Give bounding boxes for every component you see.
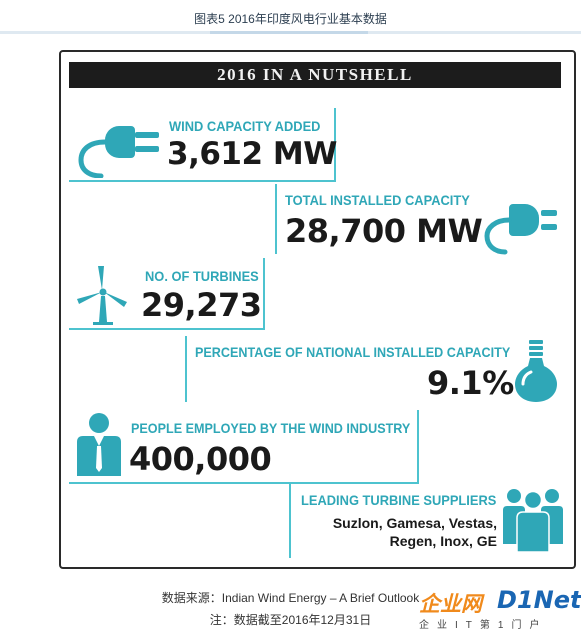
infographic-card: 2016 IN A NUTSHELL WIND CAPACITY ADDED 3… — [59, 50, 576, 569]
watermark-part1: 企业网 — [419, 592, 482, 616]
banner-title: 2016 IN A NUTSHELL — [69, 62, 561, 88]
caption-rule — [0, 31, 581, 34]
plug-icon — [484, 204, 557, 255]
plug-icon — [78, 126, 159, 178]
suppliers-list: Suzlon, Gamesa, Vestas, Regen, Inox, GE — [331, 514, 497, 550]
group-icon — [503, 489, 563, 553]
note-text: 注：数据截至2016年12月31日 — [209, 613, 372, 627]
percentage-value: 9.1% — [427, 364, 514, 402]
percentage-label: PERCENTAGE OF NATIONAL INSTALLED CAPACIT… — [195, 344, 511, 360]
turbines-label: NO. OF TURBINES — [145, 268, 259, 284]
turbines-value: 29,273 — [141, 286, 262, 324]
figure-caption: 图表5 2016年印度风电行业基本数据 — [194, 12, 387, 26]
wind-capacity-value: 3,612 MW — [167, 136, 337, 172]
suppliers-line-1: Suzlon, Gamesa, Vestas, — [332, 515, 497, 531]
watermark-part2: D1Net — [497, 586, 581, 614]
watermark-logo: 企业网 D1Net 企业IT第1门户 — [419, 586, 581, 631]
total-capacity-value: 28,700 MW — [285, 212, 483, 250]
suppliers-line-2: Regen, Inox, GE — [389, 533, 497, 549]
source-text: 数据来源：Indian Wind Energy – A Brief Outloo… — [161, 591, 420, 605]
person-icon — [77, 413, 121, 476]
wind-turbine-icon — [77, 266, 127, 325]
light-bulb-icon — [515, 340, 557, 402]
total-capacity-label: TOTAL INSTALLED CAPACITY — [285, 192, 470, 208]
employed-label: PEOPLE EMPLOYED BY THE WIND INDUSTRY — [131, 420, 411, 436]
suppliers-label: LEADING TURBINE SUPPLIERS — [301, 492, 497, 508]
wind-capacity-label: WIND CAPACITY ADDED — [169, 118, 321, 134]
watermark-tagline: 企业IT第1门户 — [419, 620, 548, 631]
employed-value: 400,000 — [129, 440, 272, 478]
